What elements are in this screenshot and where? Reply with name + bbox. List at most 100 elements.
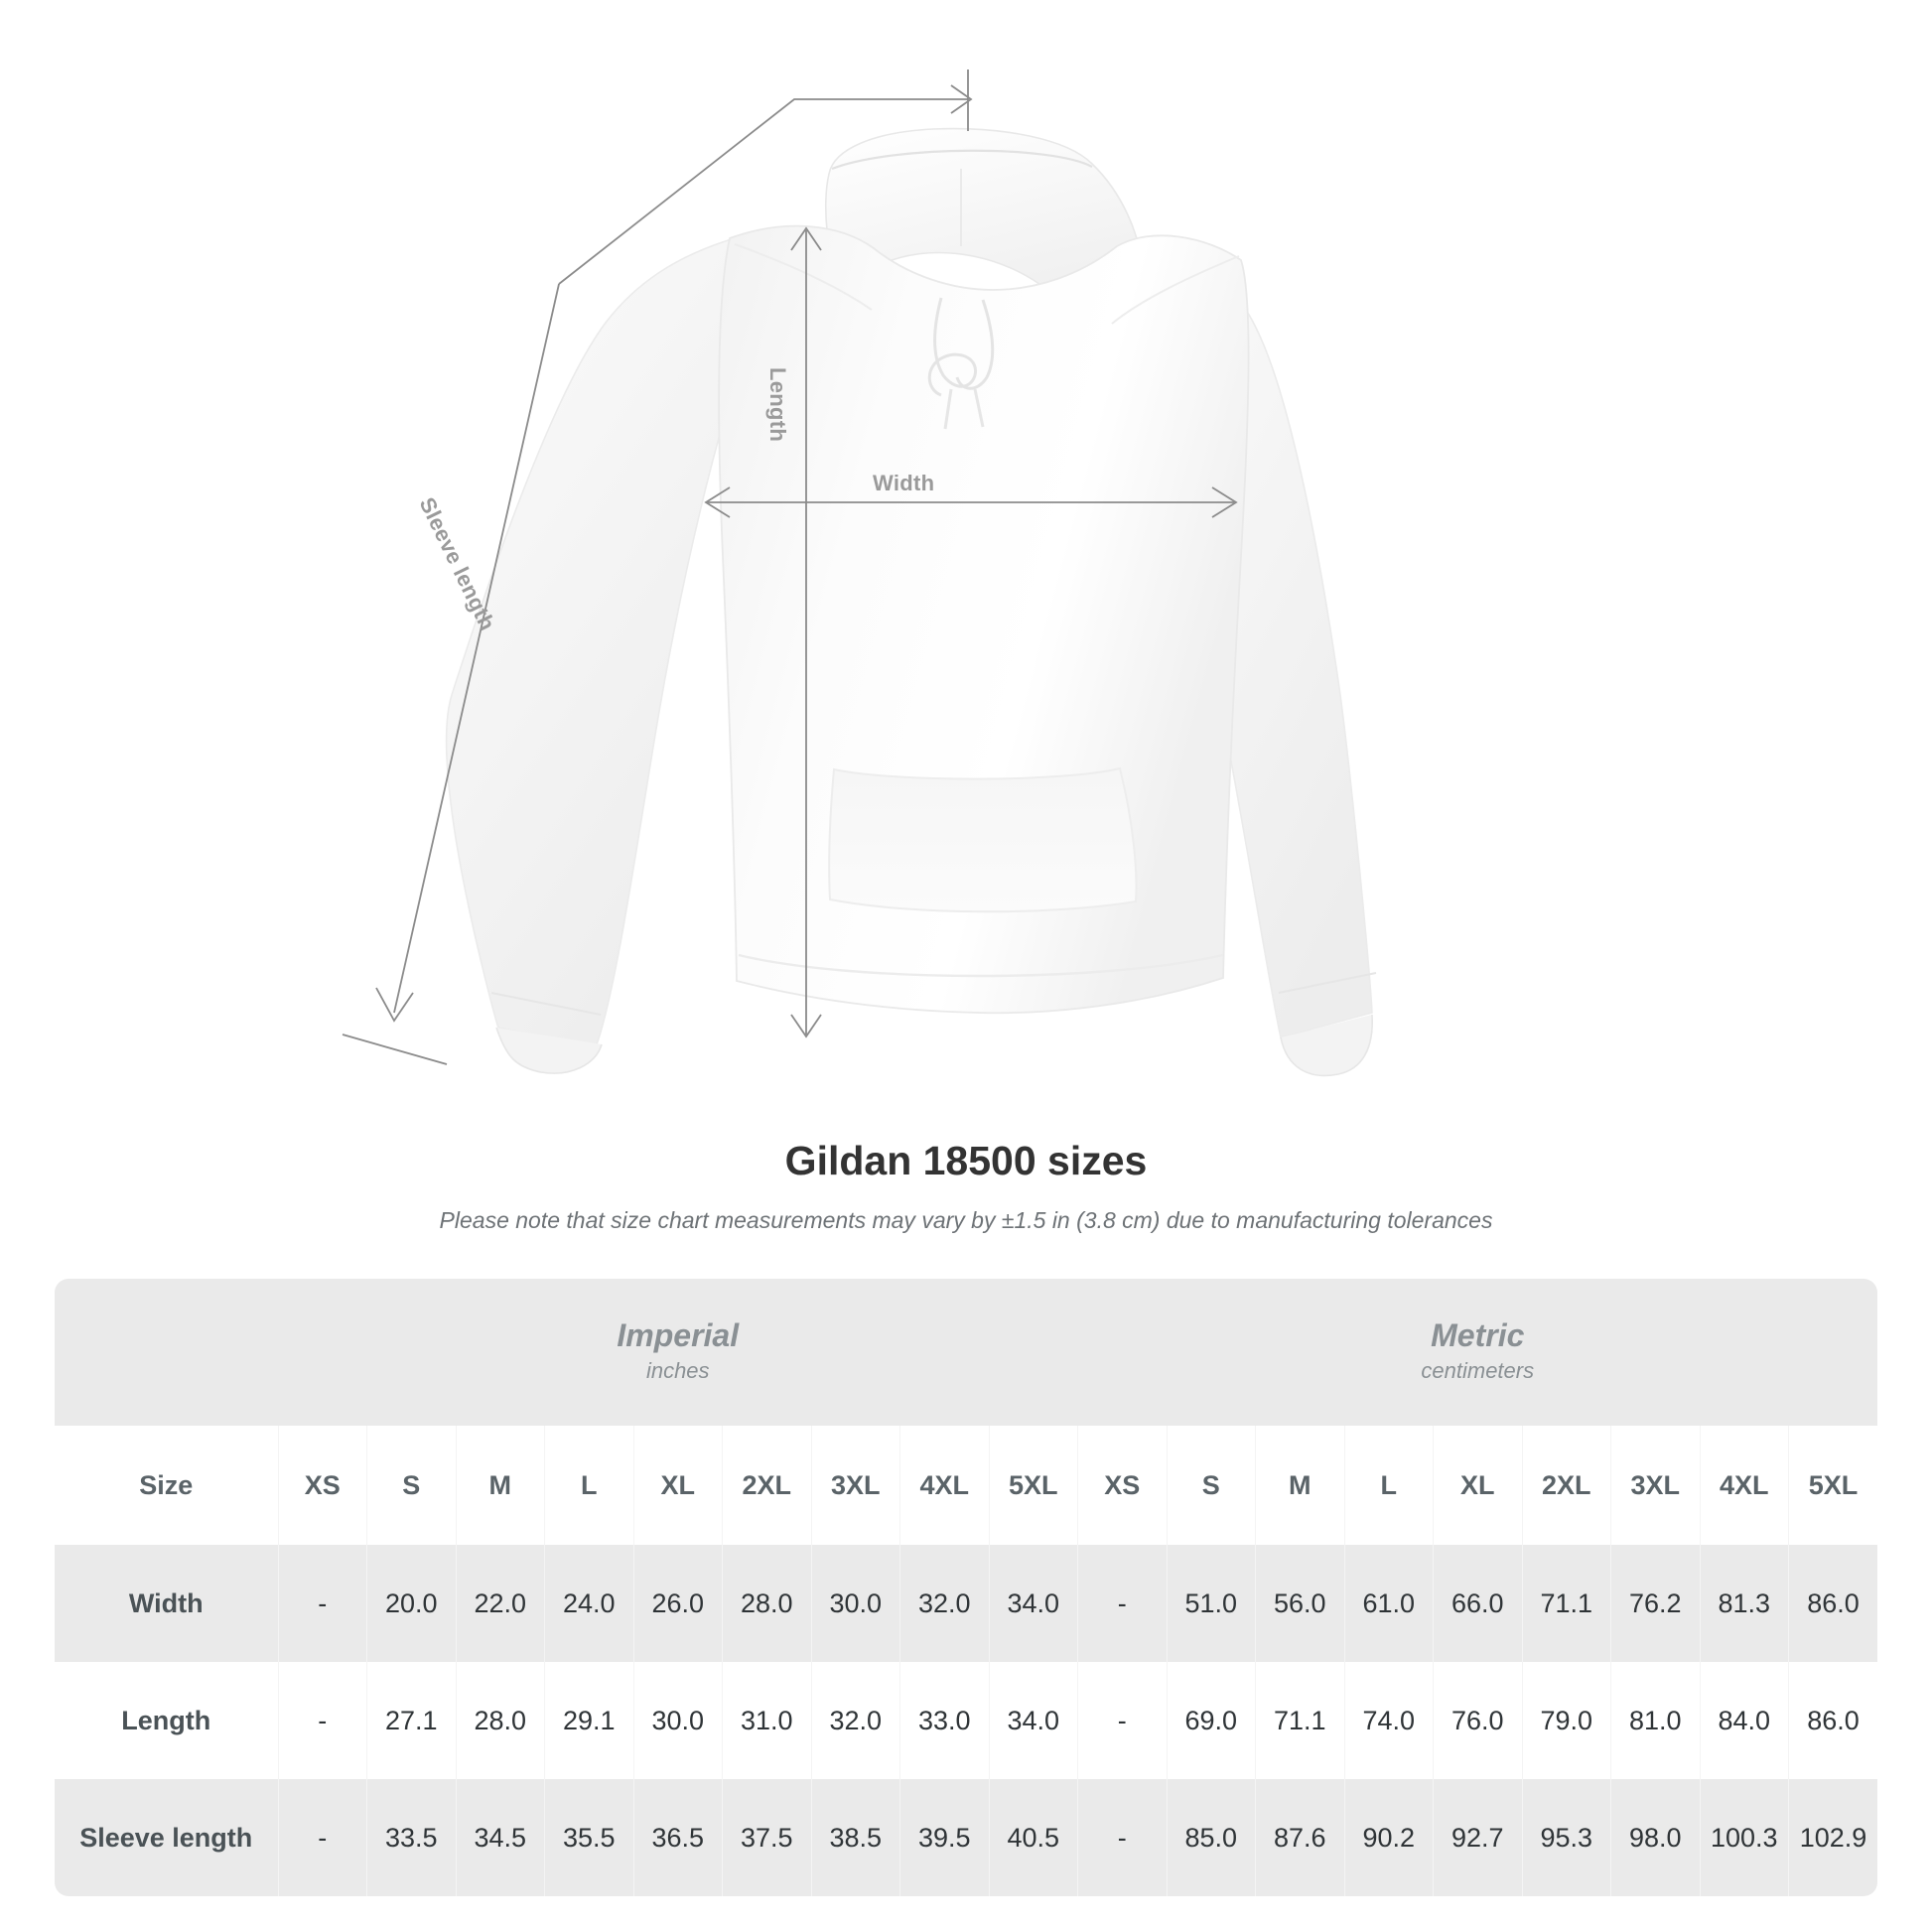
header-cell-metric-xs: XS: [1077, 1426, 1168, 1545]
sleeve-metric-2xl: 95.3: [1522, 1779, 1611, 1896]
width-metric-5xl: 86.0: [1807, 1587, 1860, 1618]
length-metric-2xl: 79.0: [1522, 1662, 1611, 1779]
width-imperial-5xl: 34.0: [989, 1545, 1078, 1662]
unit-spacer-cell: [55, 1279, 278, 1426]
sleeve-metric-xs: -: [1077, 1779, 1168, 1896]
header-cell-metric-4xl: 4XL: [1700, 1426, 1789, 1545]
sleeve-length-line: [393, 283, 560, 1014]
length-imperial-xs: -: [278, 1662, 367, 1779]
sleeve-pointer-arrowhead: [950, 84, 973, 114]
header-cell-imperial-m: M: [456, 1426, 545, 1545]
imperial-unit-cell: Imperial inches: [278, 1279, 1078, 1426]
table-row-width: Width - 20.0 22.0 24.0 26.0 28.0 30.0 32…: [55, 1545, 1877, 1662]
tolerance-note: Please note that size chart measurements…: [439, 1207, 1493, 1233]
header-cell-imperial-s: S: [366, 1426, 457, 1545]
sleeve-metric-5xl: 102.9: [1799, 1822, 1867, 1853]
drawstring-tail-right: [973, 388, 985, 428]
row-label-sleeve-length: Sleeve length: [55, 1779, 279, 1896]
unit-system-row: Imperial inches Metric centimeters: [55, 1279, 1877, 1426]
length-imperial-4xl: 33.0: [899, 1662, 990, 1779]
width-metric-m: 56.0: [1255, 1545, 1345, 1662]
sleeve-metric-4xl: 100.3: [1700, 1779, 1789, 1896]
sleeve-metric-xl: 92.7: [1433, 1779, 1523, 1896]
length-metric-5xl: 86.0: [1807, 1705, 1860, 1735]
width-imperial-s: 20.0: [366, 1545, 457, 1662]
right-cuff-seam: [1278, 972, 1377, 994]
left-cuff-seam: [490, 992, 602, 1016]
sleeve-metric-l: 90.2: [1344, 1779, 1434, 1896]
hoodie-measurement-diagram: Length Width Sleeve length: [342, 69, 1377, 1077]
length-metric-4xl: 84.0: [1700, 1662, 1789, 1779]
sleeve-metric-s: 85.0: [1167, 1779, 1256, 1896]
sleeve-imperial-4xl: 39.5: [899, 1779, 990, 1896]
header-cell-metric-s: S: [1167, 1426, 1256, 1545]
width-metric-l: 61.0: [1344, 1545, 1434, 1662]
row-label-width: Width: [55, 1545, 279, 1662]
width-dimension-label: Width: [873, 471, 935, 495]
width-imperial-2xl: 28.0: [722, 1545, 812, 1662]
drawstring-tail-left: [943, 388, 953, 430]
drawstring-left: [927, 297, 978, 397]
width-metric-xs: -: [1077, 1545, 1168, 1662]
header-cell-imperial-xl: XL: [633, 1426, 723, 1545]
sleeve-metric-m: 87.6: [1255, 1779, 1345, 1896]
length-metric-s: 69.0: [1167, 1662, 1256, 1779]
header-cell-metric-m: M: [1255, 1426, 1345, 1545]
header-cell-imperial-xs: XS: [278, 1426, 367, 1545]
sleeve-length-arrowhead: [375, 987, 414, 1023]
sleeve-imperial-2xl: 37.5: [722, 1779, 812, 1896]
header-cell-imperial-4xl: 4XL: [899, 1426, 990, 1545]
size-header-row: Size XS S M L XL 2XL 3XL 4XL 5XL XS S M …: [55, 1426, 1877, 1545]
header-cell-metric-2xl: 2XL: [1522, 1426, 1611, 1545]
length-imperial-2xl: 31.0: [722, 1662, 812, 1779]
table-row-length: Length - 27.1 28.0 29.1 30.0 31.0 32.0 3…: [55, 1662, 1877, 1779]
length-imperial-m: 28.0: [456, 1662, 545, 1779]
header-cell-metric-l: L: [1344, 1426, 1434, 1545]
size-table: Imperial inches Metric centimeters Size …: [55, 1279, 1877, 1896]
length-metric-m: 71.1: [1255, 1662, 1345, 1779]
header-cell-imperial-l: L: [544, 1426, 634, 1545]
width-metric-xl: 66.0: [1433, 1545, 1523, 1662]
width-imperial-m: 22.0: [456, 1545, 545, 1662]
header-cell-imperial-2xl: 2XL: [722, 1426, 812, 1545]
measurement-overlay: [342, 69, 1238, 1065]
hood-seam: [831, 149, 1093, 171]
sleeve-bottom-tick: [342, 1034, 448, 1065]
width-imperial-xs: -: [278, 1545, 367, 1662]
page-title: Gildan 18500 sizes: [784, 1138, 1148, 1183]
length-arrowhead-top: [790, 226, 822, 251]
width-imperial-3xl: 30.0: [811, 1545, 900, 1662]
sleeve-imperial-m: 34.5: [456, 1779, 545, 1896]
header-cell-size: Size: [55, 1426, 279, 1545]
header-cell-metric-5xl: 5XL: [1808, 1469, 1859, 1500]
sleeve-imperial-l: 35.5: [544, 1779, 634, 1896]
length-imperial-3xl: 32.0: [811, 1662, 900, 1779]
left-shoulder-seam: [734, 243, 873, 311]
header-cell-metric-3xl: 3XL: [1610, 1426, 1701, 1545]
right-cuff: [1280, 1014, 1373, 1077]
imperial-label: Imperial: [617, 1317, 740, 1354]
sleeve-imperial-s: 33.5: [366, 1779, 457, 1896]
size-table-container: Imperial inches Metric centimeters Size …: [55, 1279, 1877, 1896]
header-cell-imperial-5xl: 5XL: [989, 1426, 1078, 1545]
metric-sublabel: centimeters: [1421, 1357, 1535, 1383]
length-imperial-l: 29.1: [544, 1662, 634, 1779]
length-dimension-label: Length: [765, 367, 790, 443]
table-row-sleeve-length: Sleeve length - 33.5 34.5 35.5 36.5 37.5…: [55, 1779, 1877, 1896]
kangaroo-pocket: [828, 766, 1138, 913]
width-imperial-l: 24.0: [544, 1545, 634, 1662]
width-metric-2xl: 71.1: [1522, 1545, 1611, 1662]
length-metric-l: 74.0: [1344, 1662, 1434, 1779]
metric-unit-cell: Metric centimeters: [1078, 1279, 1878, 1426]
length-metric-xl: 76.0: [1433, 1662, 1523, 1779]
length-imperial-s: 27.1: [366, 1662, 457, 1779]
sleeve-imperial-xl: 36.5: [633, 1779, 723, 1896]
sleeve-metric-3xl: 98.0: [1610, 1779, 1701, 1896]
length-imperial-xl: 30.0: [633, 1662, 723, 1779]
length-imperial-5xl: 34.0: [989, 1662, 1078, 1779]
left-cuff: [495, 1027, 603, 1074]
length-metric-3xl: 81.0: [1610, 1662, 1701, 1779]
hoodie-illustration: [342, 69, 1377, 1077]
header-cell-metric-xl: XL: [1433, 1426, 1523, 1545]
